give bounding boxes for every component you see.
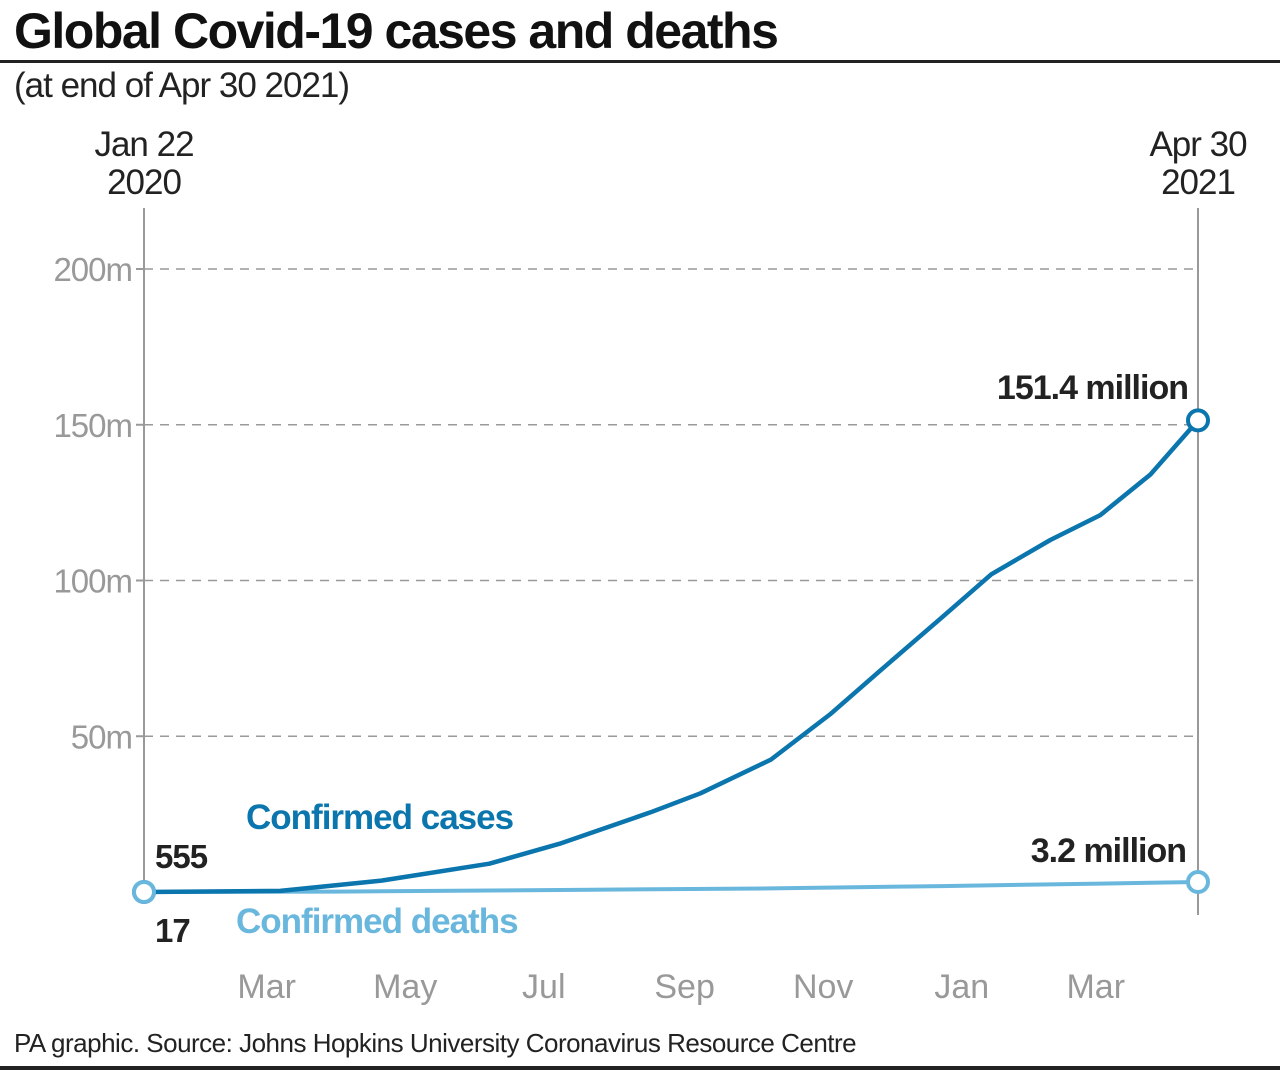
x-tick-label: Nov — [793, 968, 853, 1006]
cases-series-label: Confirmed cases — [246, 798, 514, 837]
deaths-series-label: Confirmed deaths — [236, 902, 518, 941]
cases-end-label: 151.4 million — [997, 369, 1188, 407]
deaths-start-marker — [132, 879, 156, 904]
y-tick-label: 200m — [53, 251, 132, 288]
x-tick-label: Mar — [237, 968, 296, 1006]
cases-end-marker — [1186, 408, 1210, 433]
x-end-label: Apr 30 — [1149, 125, 1247, 164]
deaths-end-label: 3.2 million — [1031, 832, 1186, 870]
x-tick-label: May — [373, 968, 437, 1006]
x-tick-label: Jul — [522, 968, 565, 1006]
source-note: PA graphic. Source: Johns Hopkins Univer… — [14, 1028, 857, 1058]
title-rule — [0, 60, 1280, 63]
chart-title: Global Covid-19 cases and deaths — [14, 3, 779, 59]
deaths-line — [143, 880, 1199, 894]
x-tick-label: Jan — [934, 968, 989, 1006]
deaths-end-marker — [1186, 870, 1210, 895]
y-tick-label: 150m — [53, 407, 132, 444]
bottom-rule — [0, 1066, 1280, 1070]
cases-start-label: 555 — [155, 838, 208, 875]
x-end-label: 2021 — [1161, 163, 1235, 202]
y-tick-label: 50m — [71, 718, 132, 755]
cases-line — [143, 418, 1200, 895]
deaths-start-label: 17 — [155, 912, 190, 949]
y-tick-label: 100m — [53, 563, 132, 600]
x-start-label: 2020 — [107, 163, 181, 202]
chart-subtitle: (at end of Apr 30 2021) — [14, 66, 350, 105]
x-tick-label: Sep — [654, 968, 715, 1006]
x-start-label: Jan 22 — [94, 125, 193, 164]
x-tick-label: Mar — [1066, 968, 1125, 1006]
